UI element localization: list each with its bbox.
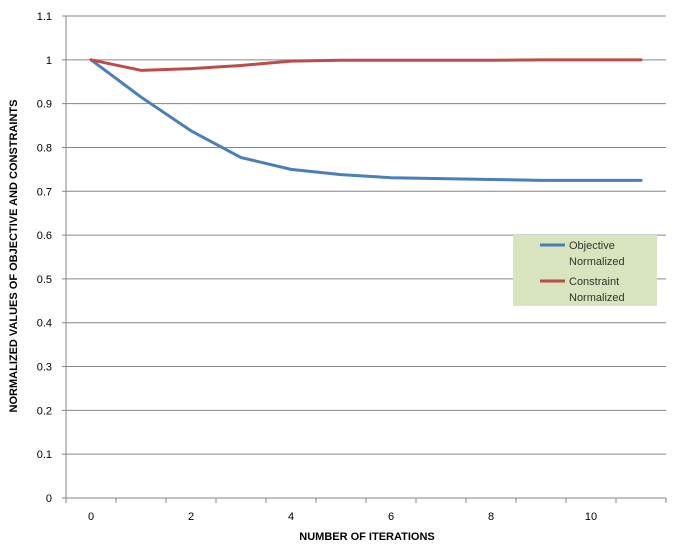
legend-label: Normalized (569, 256, 625, 268)
y-tick-label: 0.7 (37, 186, 52, 198)
y-tick-label: 0.8 (37, 142, 52, 154)
y-tick-label: 0.9 (37, 99, 52, 111)
x-tick-label: 8 (488, 511, 494, 523)
legend: Objective Normalized Constraint Normalized (513, 235, 657, 306)
x-tick-label: 6 (388, 511, 394, 523)
y-tick-label: 0.5 (37, 274, 52, 286)
x-tick-label: 2 (188, 511, 194, 523)
axes (62, 15, 667, 503)
y-tick-label: 0.4 (37, 318, 52, 330)
y-axis-title: NORMALIZED VALUES OF OBJECTIVE AND CONST… (8, 100, 20, 413)
x-tick-label: 4 (288, 511, 294, 523)
y-tick-label: 0.1 (37, 449, 52, 461)
legend-label: Objective (569, 240, 615, 252)
legend-label: Normalized (569, 292, 625, 304)
y-tick-labels: 0 0.1 0.2 0.3 0.4 0.5 0.6 0.7 0.8 0.9 1 1.1 (37, 11, 52, 505)
y-tick-label: 0.2 (37, 405, 52, 417)
y-tick-label: 0.3 (37, 362, 52, 374)
series-line-constraint (89, 58, 643, 72)
series-lines (89, 58, 643, 182)
x-tick-labels: 0 2 4 6 8 10 (88, 511, 597, 523)
series-line-objective (89, 58, 643, 182)
y-tick-label: 1.1 (37, 11, 52, 23)
legend-label: Constraint (569, 276, 619, 288)
x-axis-title: NUMBER OF ITERATIONS (299, 531, 434, 543)
x-tick-label: 0 (88, 511, 94, 523)
x-tick-label: 10 (585, 511, 597, 523)
legend-background (513, 235, 657, 306)
y-tick-label: 0 (46, 493, 52, 505)
y-tick-label: 0.6 (37, 230, 52, 242)
y-tick-label: 1 (46, 55, 52, 67)
